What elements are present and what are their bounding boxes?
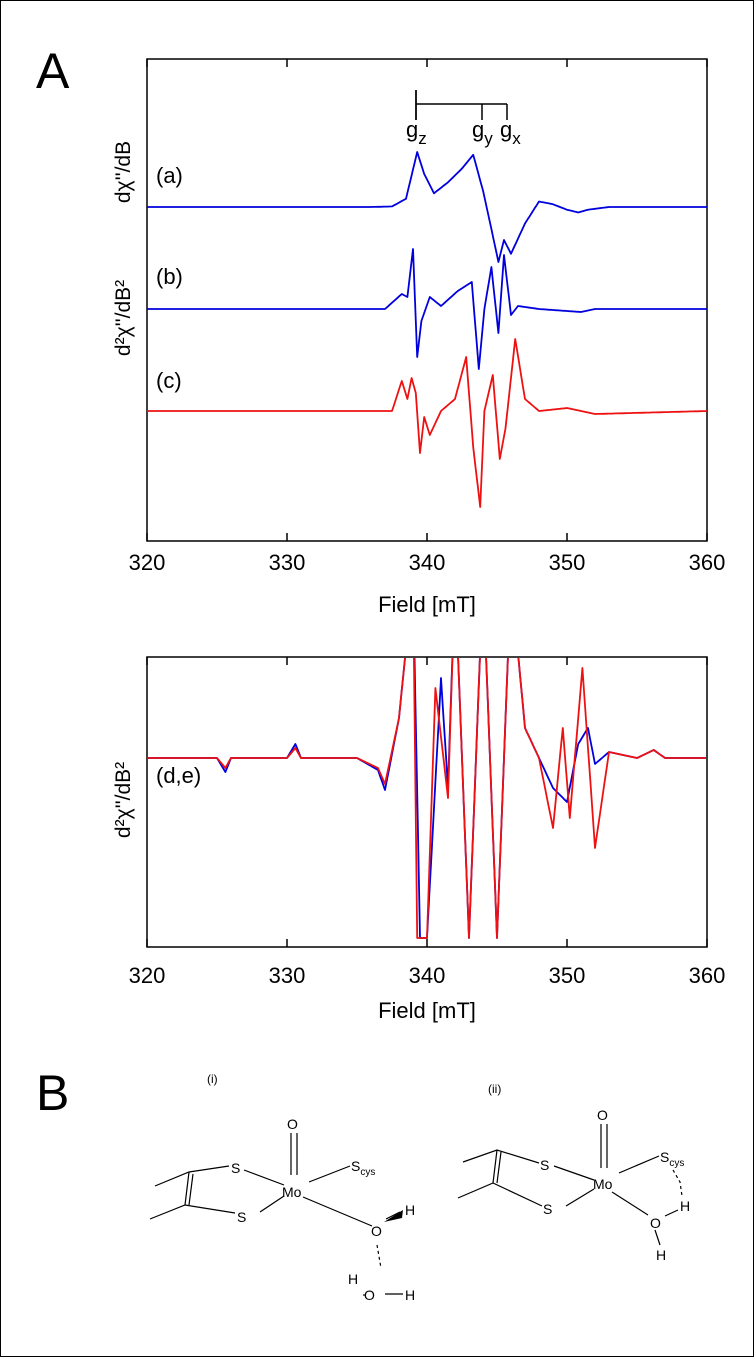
xtick-label: 350 bbox=[549, 550, 586, 575]
svg-text:Scys: Scys bbox=[660, 1149, 684, 1169]
panel-a-xticks: 320 330 340 350 360 bbox=[129, 59, 726, 575]
trace-label-b: (b) bbox=[156, 264, 183, 289]
xtick-label: 360 bbox=[689, 963, 726, 988]
svg-text:Scys: Scys bbox=[351, 1158, 375, 1178]
panel-d-xticks: 320 330 340 350 360 bbox=[129, 657, 726, 988]
structure-i-atoms: S S Mo O Scys O H H O H bbox=[231, 1116, 415, 1303]
svg-text:O: O bbox=[650, 1215, 661, 1231]
svg-text:S: S bbox=[237, 1209, 246, 1225]
xtick-label: 340 bbox=[409, 550, 446, 575]
panel-d-ylabel: d²χ''/dB² bbox=[112, 762, 135, 838]
panel-a-xlabel: Field [mT] bbox=[378, 592, 476, 617]
svg-text:O: O bbox=[371, 1223, 382, 1239]
svg-text:Mo: Mo bbox=[593, 1176, 613, 1192]
svg-text:O: O bbox=[597, 1107, 608, 1123]
svg-text:Mo: Mo bbox=[282, 1184, 302, 1200]
structure-i-label: (i) bbox=[207, 1072, 218, 1086]
structure-ii-label: (ii) bbox=[488, 1082, 501, 1096]
xtick-label: 330 bbox=[269, 963, 306, 988]
panel-d-axes bbox=[146, 656, 708, 948]
structure-ii-atoms: S S Mo O Scys H O H bbox=[540, 1107, 690, 1263]
xtick-label: 320 bbox=[129, 550, 166, 575]
molybdenum-complex-ii bbox=[457, 1124, 683, 1246]
svg-text:H: H bbox=[405, 1287, 415, 1303]
series-c-trace bbox=[147, 338, 708, 508]
panel-a-letter: A bbox=[36, 43, 70, 99]
xtick-label: 350 bbox=[549, 963, 586, 988]
gz-label: gz bbox=[406, 117, 427, 148]
svg-text:H: H bbox=[405, 1202, 415, 1218]
series-b-trace bbox=[147, 248, 707, 370]
svg-text:O: O bbox=[287, 1116, 298, 1132]
panel-d-xlabel: Field [mT] bbox=[378, 998, 476, 1023]
svg-text:S: S bbox=[543, 1201, 552, 1217]
trace-label-a: (a) bbox=[156, 163, 183, 188]
series-e-trace-red bbox=[148, 658, 706, 939]
xtick-label: 320 bbox=[129, 963, 166, 988]
panel-a-ylabel-top: dχ''/dB bbox=[112, 141, 135, 203]
series-a-trace bbox=[147, 151, 707, 263]
panel-b-letter: B bbox=[36, 1065, 69, 1121]
panel-a-traces bbox=[147, 151, 708, 508]
svg-text:H: H bbox=[656, 1247, 666, 1263]
svg-text:S: S bbox=[231, 1160, 240, 1176]
trace-label-c: (c) bbox=[156, 368, 182, 393]
panel-a-ylabel-bottom: d²χ''/dB² bbox=[112, 280, 135, 356]
xtick-label: 330 bbox=[269, 550, 306, 575]
xtick-label: 340 bbox=[409, 963, 446, 988]
wedge-bond bbox=[384, 1210, 403, 1222]
panel-a-frame bbox=[146, 58, 708, 542]
xtick-label: 360 bbox=[689, 550, 726, 575]
panel-a-axes bbox=[146, 58, 708, 542]
panel-d-frame bbox=[146, 656, 708, 948]
molybdenum-complex-i bbox=[149, 1133, 403, 1296]
svg-text:H: H bbox=[680, 1198, 690, 1214]
svg-text:S: S bbox=[540, 1157, 549, 1173]
trace-label-de: (d,e) bbox=[156, 763, 201, 788]
svg-text:O: O bbox=[364, 1287, 375, 1303]
gy-label: gy bbox=[472, 117, 493, 148]
g-marker-bracket bbox=[415, 90, 508, 120]
panel-d-traces bbox=[148, 658, 706, 939]
svg-text:H: H bbox=[348, 1271, 358, 1287]
gx-label: gx bbox=[500, 117, 521, 148]
